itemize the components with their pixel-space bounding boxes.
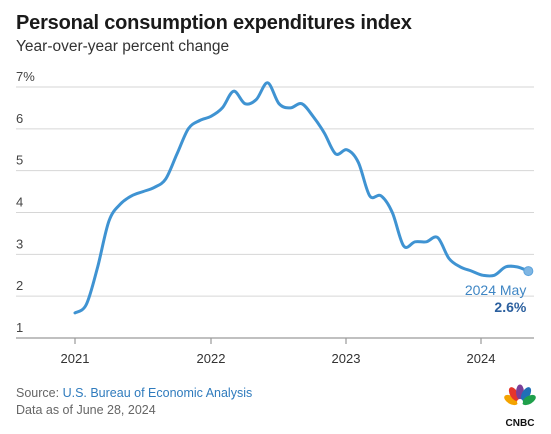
callout-value-label: 2.6%	[494, 299, 526, 315]
chart-subtitle: Year-over-year percent change	[16, 38, 230, 55]
gridlines	[16, 86, 534, 339]
source-note: Source: U.S. Bureau of Economic Analysis	[16, 386, 252, 400]
pce-series-line	[73, 81, 530, 315]
y-tick-label: 3	[16, 236, 23, 251]
y-tick-label: 1	[16, 320, 23, 335]
x-axis: 2021 2022 2023 2024	[61, 338, 496, 366]
source-prefix: Source:	[16, 386, 63, 400]
y-tick-label: 6	[16, 111, 23, 126]
callout-date-label: 2024 May	[465, 282, 526, 298]
latest-point-marker	[523, 266, 534, 277]
y-tick-label: 5	[16, 153, 23, 168]
y-tick-label: 2	[16, 278, 23, 293]
x-tick-label: 2022	[197, 351, 226, 366]
y-axis: 1 2 3 4 5 6 7%	[16, 69, 35, 335]
y-tick-label: 7%	[16, 69, 35, 84]
x-tick-label: 2024	[467, 351, 496, 366]
source-link[interactable]: U.S. Bureau of Economic Analysis	[62, 386, 253, 400]
x-tick-label: 2023	[332, 351, 361, 366]
cnbc-wordmark: CNBC	[506, 418, 535, 428]
chart-title: Personal consumption expenditures index	[16, 12, 412, 34]
x-tick-label: 2021	[61, 351, 90, 366]
y-tick-label: 4	[16, 195, 23, 210]
data-as-of-note: Data as of June 28, 2024	[16, 403, 156, 417]
cnbc-peacock-icon: CNBC	[504, 384, 536, 428]
